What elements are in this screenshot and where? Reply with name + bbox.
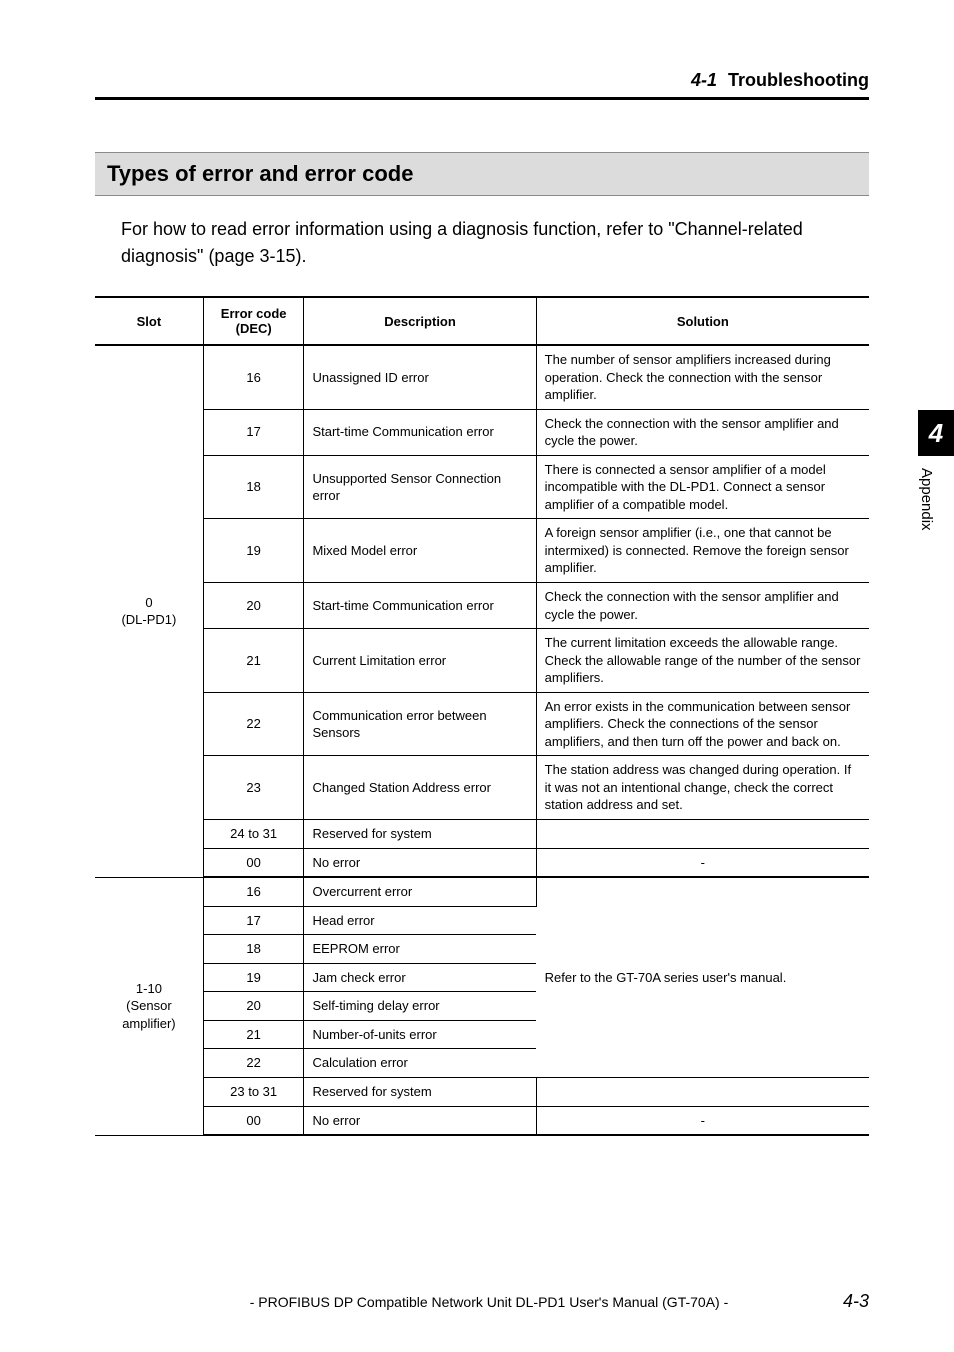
code-cell: 20: [203, 992, 304, 1021]
table-row: 22 Communication error between Sensors A…: [95, 692, 869, 756]
desc-cell: Start-time Communication error: [304, 409, 536, 455]
section-header: 4-1 Troubleshooting: [95, 70, 869, 100]
code-cell: 23: [203, 756, 304, 820]
code-cell: 21: [203, 629, 304, 693]
slot-label: 0(DL-PD1): [121, 595, 176, 628]
code-cell: 22: [203, 692, 304, 756]
desc-cell: Start-time Communication error: [304, 583, 536, 629]
code-cell: 23 to 31: [203, 1077, 304, 1106]
code-cell: 24 to 31: [203, 820, 304, 849]
desc-cell: Unassigned ID error: [304, 345, 536, 409]
sol-cell: There is connected a sensor amplifier of…: [536, 455, 869, 519]
col-desc: Description: [304, 297, 536, 345]
desc-cell: EEPROM error: [304, 935, 536, 964]
desc-cell: No error: [304, 1106, 536, 1135]
section-number: 4-1: [691, 70, 717, 90]
sol-cell: [536, 1077, 869, 1106]
sol-cell: The current limitation exceeds the allow…: [536, 629, 869, 693]
section-title: Troubleshooting: [728, 70, 869, 90]
desc-cell: Overcurrent error: [304, 877, 536, 906]
desc-cell: Unsupported Sensor Connection error: [304, 455, 536, 519]
desc-cell: Reserved for system: [304, 820, 536, 849]
table-row: 00 No error -: [95, 1106, 869, 1135]
desc-cell: Jam check error: [304, 963, 536, 992]
sol-cell: Check the connection with the sensor amp…: [536, 409, 869, 455]
table-row: 00 No error -: [95, 848, 869, 877]
col-sol: Solution: [536, 297, 869, 345]
table-row: 21 Current Limitation error The current …: [95, 629, 869, 693]
code-cell: 19: [203, 519, 304, 583]
code-cell: 18: [203, 935, 304, 964]
desc-cell: Reserved for system: [304, 1077, 536, 1106]
desc-cell: Communication error between Sensors: [304, 692, 536, 756]
footer-text: - PROFIBUS DP Compatible Network Unit DL…: [135, 1294, 843, 1310]
sol-cell: Refer to the GT-70A series user's manual…: [536, 877, 869, 1077]
table-row: 1-10(Sensor amplifier) 16 Overcurrent er…: [95, 877, 869, 906]
desc-cell: Current Limitation error: [304, 629, 536, 693]
code-cell: 16: [203, 345, 304, 409]
sol-cell: -: [536, 848, 869, 877]
intro-paragraph: For how to read error information using …: [121, 216, 869, 270]
code-cell: 00: [203, 1106, 304, 1135]
desc-cell: No error: [304, 848, 536, 877]
page-number: 4-3: [843, 1291, 869, 1312]
code-cell: 20: [203, 583, 304, 629]
table-header-row: Slot Error code (DEC) Description Soluti…: [95, 297, 869, 345]
code-cell: 17: [203, 409, 304, 455]
table-row: 20 Start-time Communication error Check …: [95, 583, 869, 629]
desc-cell: Changed Station Address error: [304, 756, 536, 820]
topic-band: Types of error and error code: [95, 152, 869, 196]
col-slot: Slot: [95, 297, 203, 345]
sol-cell: The number of sensor amplifiers increase…: [536, 345, 869, 409]
sol-cell: An error exists in the communication bet…: [536, 692, 869, 756]
table-row: 19 Mixed Model error A foreign sensor am…: [95, 519, 869, 583]
code-cell: 21: [203, 1020, 304, 1049]
sol-cell: Check the connection with the sensor amp…: [536, 583, 869, 629]
chapter-tab: 4 Appendix: [918, 410, 954, 531]
chapter-label: Appendix: [918, 456, 935, 531]
code-cell: 16: [203, 877, 304, 906]
code-cell: 22: [203, 1049, 304, 1078]
sol-cell: A foreign sensor amplifier (i.e., one th…: [536, 519, 869, 583]
desc-cell: Head error: [304, 906, 536, 935]
page: 4-1 Troubleshooting Types of error and e…: [0, 0, 954, 1352]
code-cell: 00: [203, 848, 304, 877]
table-row: 17 Start-time Communication error Check …: [95, 409, 869, 455]
table-row: 0(DL-PD1) 16 Unassigned ID error The num…: [95, 345, 869, 409]
table-row: 24 to 31 Reserved for system: [95, 820, 869, 849]
slot-label: 1-10(Sensor amplifier): [122, 981, 175, 1031]
table-row: 18 Unsupported Sensor Connection error T…: [95, 455, 869, 519]
page-footer: - PROFIBUS DP Compatible Network Unit DL…: [95, 1291, 869, 1312]
code-cell: 18: [203, 455, 304, 519]
slot-cell: 1-10(Sensor amplifier): [95, 877, 203, 1135]
sol-cell: -: [536, 1106, 869, 1135]
code-cell: 19: [203, 963, 304, 992]
desc-cell: Mixed Model error: [304, 519, 536, 583]
desc-cell: Number-of-units error: [304, 1020, 536, 1049]
code-cell: 17: [203, 906, 304, 935]
error-table: Slot Error code (DEC) Description Soluti…: [95, 296, 869, 1136]
table-row: 23 Changed Station Address error The sta…: [95, 756, 869, 820]
chapter-number-box: 4: [918, 410, 954, 456]
desc-cell: Calculation error: [304, 1049, 536, 1078]
slot-cell: 0(DL-PD1): [95, 345, 203, 877]
sol-cell: The station address was changed during o…: [536, 756, 869, 820]
table-row: 23 to 31 Reserved for system: [95, 1077, 869, 1106]
sol-cell: [536, 820, 869, 849]
desc-cell: Self-timing delay error: [304, 992, 536, 1021]
col-code: Error code (DEC): [203, 297, 304, 345]
